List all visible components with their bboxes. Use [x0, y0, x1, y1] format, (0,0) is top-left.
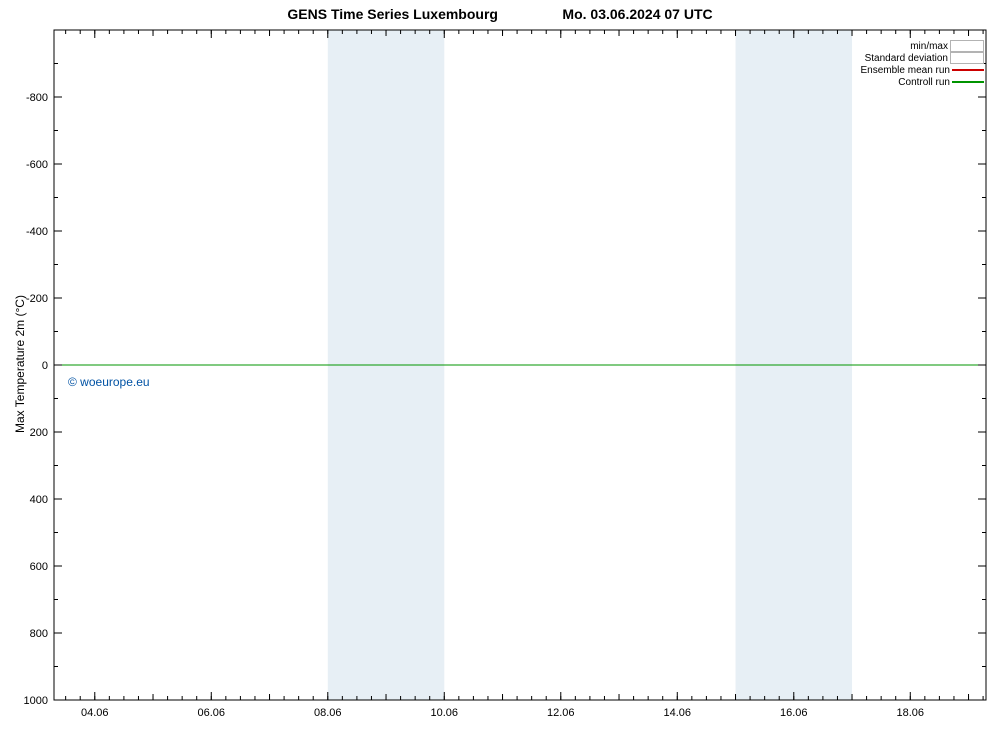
- x-tick-label: 16.06: [780, 707, 808, 719]
- legend-swatch: [950, 40, 984, 52]
- y-tick-label: 800: [30, 628, 48, 640]
- y-tick-label: 0: [42, 360, 48, 372]
- legend-item: Ensemble mean run: [861, 64, 985, 76]
- legend-item: min/max: [861, 40, 985, 52]
- legend-swatch: [952, 81, 984, 83]
- y-tick-label: -600: [26, 159, 48, 171]
- y-tick-label: -400: [26, 226, 48, 238]
- x-tick-label: 18.06: [897, 707, 925, 719]
- chart-plot: -800 -600 -400 -200 0 200 400 600 800 1000 04.06 06…: [0, 0, 1000, 733]
- y-tick-label: 200: [30, 427, 48, 439]
- x-tick-label: 08.06: [314, 707, 342, 719]
- chart-legend: min/maxStandard deviationEnsemble mean r…: [861, 40, 985, 88]
- x-tick-label: 14.06: [664, 707, 692, 719]
- y-tick-label: 600: [30, 561, 48, 573]
- watermark-text: © woeurope.eu: [68, 375, 150, 389]
- legend-label: Controll run: [898, 77, 950, 88]
- x-tick-label: 12.06: [547, 707, 575, 719]
- legend-label: Ensemble mean run: [861, 65, 951, 76]
- y-tick-label: -200: [26, 293, 48, 305]
- y-tick-label: 400: [30, 494, 48, 506]
- y-tick-label: 1000: [24, 695, 48, 707]
- x-tick-label: 06.06: [198, 707, 226, 719]
- legend-item: Controll run: [861, 76, 985, 88]
- legend-label: Standard deviation: [865, 53, 948, 64]
- legend-swatch: [952, 69, 984, 71]
- legend-label: min/max: [910, 41, 948, 52]
- x-tick-label: 10.06: [431, 707, 459, 719]
- x-tick-label: 04.06: [81, 707, 109, 719]
- legend-item: Standard deviation: [861, 52, 985, 64]
- y-axis-label: Max Temperature 2m (°C): [13, 284, 27, 444]
- y-tick-label: -800: [26, 92, 48, 104]
- legend-swatch: [950, 52, 984, 64]
